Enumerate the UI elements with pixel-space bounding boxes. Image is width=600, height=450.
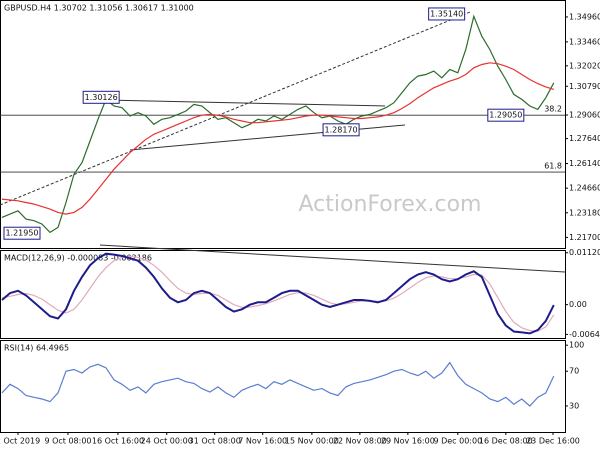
annotation-label: 1.21950 [5, 229, 38, 238]
x-tick-label: 9 Dec 00:00 [433, 437, 482, 446]
annotation-box [3, 226, 41, 240]
macd-frame [0, 250, 566, 339]
price-frame [0, 0, 566, 249]
y-tick-label: 70 [569, 367, 579, 376]
y-tick-label: 1.21700 [569, 233, 600, 242]
y-tick-label: -0.00642 [569, 330, 600, 339]
y-tick-label: 1.26140 [569, 159, 600, 168]
annotation-box [322, 123, 360, 137]
y-tick-label: 1.34960 [569, 12, 600, 21]
annotation-box [487, 108, 525, 122]
y-tick-label: 1.30790 [569, 82, 600, 91]
y-tick-label: 0.00 [569, 300, 587, 309]
x-tick-label: 9 Oct 08:00 [44, 437, 91, 446]
annotation-label: 1.29050 [489, 111, 522, 120]
y-tick-label: 1.33460 [569, 37, 600, 46]
level-label: 38.2 [544, 105, 562, 114]
x-tick-label: 22 Nov 08:00 [333, 437, 387, 446]
x-tick-label: 7 Nov 16:00 [238, 437, 287, 446]
level-label: 61.8 [544, 162, 562, 171]
y-tick-label: 30 [569, 401, 579, 410]
annotation-box [428, 7, 466, 21]
y-tick-label: 1.23180 [569, 208, 600, 217]
x-tick-label: 16 Dec 08:00 [479, 437, 533, 446]
y-tick-label: 1.27640 [569, 134, 600, 143]
x-tick-label: 16 Oct 16:00 [92, 437, 144, 446]
x-tick-label: 29 Nov 16:00 [381, 437, 435, 446]
trendline [104, 99, 386, 107]
series-line [1, 62, 554, 215]
x-tick-label: 2 Oct 2019 [0, 437, 40, 446]
series-line [1, 252, 555, 335]
trendline [129, 124, 406, 151]
trendline [99, 244, 566, 273]
x-tick-label: 23 Dec 16:00 [526, 437, 580, 446]
y-tick-label: 100 [569, 341, 584, 350]
trendline [0, 11, 471, 206]
y-tick-label: 1.32020 [569, 61, 600, 70]
annotation-label: 1.30126 [85, 93, 118, 102]
annotation-label: 1.28170 [325, 125, 358, 134]
annotation-label: 1.35140 [430, 9, 463, 18]
series-line [1, 14, 555, 234]
panel-title: RSI(14) 64.4965 [4, 344, 69, 353]
panel-title: GBPUSD.H4 1.30702 1.31056 1.30617 1.3100… [4, 4, 194, 13]
x-tick-label: 24 Oct 00:00 [141, 437, 193, 446]
y-tick-label: 0.011209 [569, 248, 600, 257]
panel-title: MACD(12,26,9) -0.000083 -0.002186 [4, 254, 152, 263]
x-tick-label: 31 Oct 08:00 [189, 437, 241, 446]
y-tick-label: 1.24660 [569, 184, 600, 193]
rsi-frame [0, 340, 566, 433]
y-tick-label: 1.29060 [569, 111, 600, 120]
watermark: ActionForex.com [299, 192, 482, 217]
annotation-box [82, 90, 120, 104]
series-line [1, 361, 555, 407]
series-line [1, 255, 555, 332]
x-tick-label: 15 Nov 00:00 [285, 437, 339, 446]
